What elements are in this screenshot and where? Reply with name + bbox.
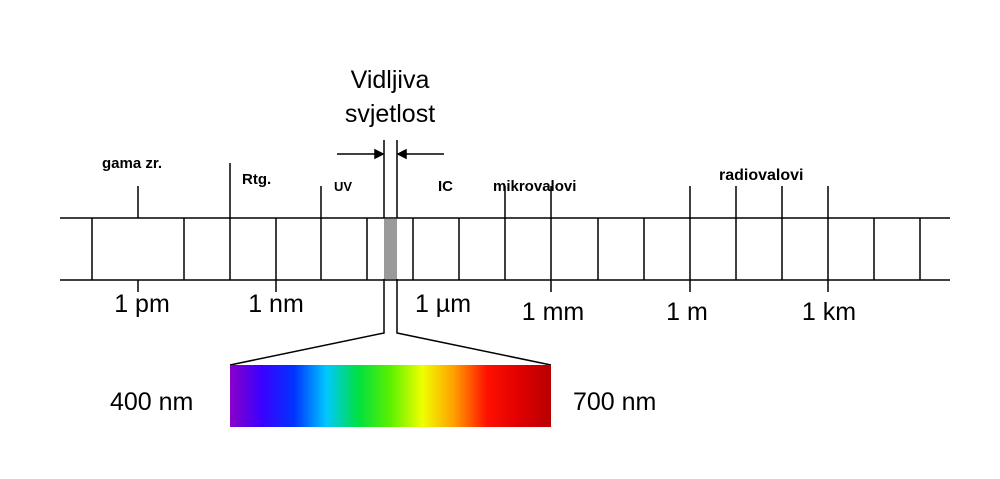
scale-label-nm: 1 nm — [248, 290, 304, 318]
visible-light-title-line1: Vidljiva — [351, 66, 430, 94]
spectrum-start-label: 400 nm — [110, 388, 193, 416]
spectrum-end-label: 700 nm — [573, 388, 656, 416]
visible-arrows — [337, 148, 444, 160]
visible-window-lines — [383, 140, 398, 218]
arrow-right-head — [396, 148, 407, 160]
band-label-gamma: gama zr. — [102, 155, 162, 172]
visible-light-band — [384, 219, 397, 279]
scale-label-m: 1 m — [666, 298, 708, 326]
band-label-microwave: mikrovalovi — [493, 178, 576, 195]
band-label-radio: radiovalovi — [719, 167, 803, 184]
band-markers — [137, 163, 829, 218]
arrow-left-head — [374, 148, 385, 160]
zoom-line-left — [229, 279, 385, 366]
scale-label-mm: 1 mm — [522, 298, 585, 326]
band-label-xray: Rtg. — [242, 171, 271, 188]
scale-label-km: 1 km — [802, 298, 856, 326]
unit-ticks — [137, 280, 829, 292]
band-label-ir: IC — [438, 178, 453, 195]
visible-light-title-line2: svjetlost — [345, 100, 435, 128]
scale-label-pm: 1 pm — [114, 290, 170, 318]
wavelength-scale — [60, 217, 950, 281]
zoom-lines — [229, 279, 552, 366]
zoom-line-right — [396, 279, 552, 366]
band-label-uv: UV — [334, 179, 352, 194]
scale-label-um: 1 µm — [415, 290, 471, 318]
visible-spectrum-strip — [230, 365, 551, 427]
